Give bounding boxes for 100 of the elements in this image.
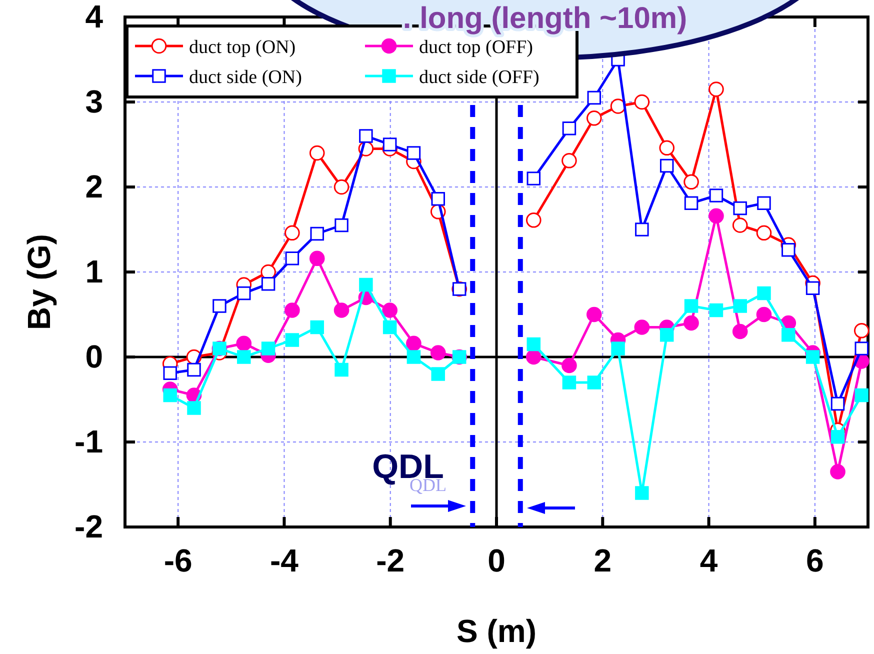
point [359, 278, 373, 292]
legend-label: duct top (OFF) [419, 37, 533, 58]
point [830, 464, 846, 480]
point [526, 212, 542, 228]
point [634, 320, 650, 335]
x-tick-label: 4 [700, 542, 718, 579]
point [756, 306, 772, 322]
point [163, 388, 177, 402]
point [261, 342, 276, 356]
point [587, 90, 602, 105]
x-axis-title: S (m) [456, 613, 536, 649]
point [187, 362, 201, 377]
point [756, 225, 772, 241]
point [309, 250, 325, 266]
point [660, 328, 674, 342]
point [236, 336, 252, 352]
point [684, 174, 699, 190]
point [709, 303, 724, 318]
point [830, 430, 845, 444]
point [163, 366, 177, 380]
point [708, 82, 724, 97]
point [562, 153, 577, 168]
point [586, 306, 602, 322]
point [382, 138, 397, 152]
point [732, 324, 748, 340]
point [285, 252, 300, 266]
point [659, 140, 675, 156]
y-tick-label: 3 [85, 83, 103, 120]
point [684, 315, 699, 331]
point [237, 350, 251, 364]
point [334, 218, 348, 232]
point [757, 286, 771, 300]
point [587, 376, 602, 390]
point [310, 226, 324, 241]
x-tick-label: 2 [594, 542, 612, 579]
x-tick-label: 6 [806, 542, 824, 579]
y-tick-label: 2 [85, 168, 103, 204]
legend-label: duct top (ON) [189, 37, 296, 58]
point [284, 225, 300, 241]
point [634, 94, 650, 110]
point [382, 302, 398, 318]
point [526, 349, 542, 365]
y-tick-label: 0 [85, 338, 103, 374]
point [684, 299, 698, 313]
point [562, 121, 576, 136]
point [732, 218, 748, 233]
legend-label: duct side (OFF) [419, 67, 540, 88]
point [586, 110, 602, 126]
y-tick-label: -1 [74, 423, 103, 460]
point [830, 396, 845, 411]
point [261, 277, 276, 291]
legend-label: duct side (ON) [189, 67, 302, 88]
point [187, 401, 201, 415]
point [334, 179, 350, 195]
point [854, 388, 869, 402]
point [610, 98, 626, 114]
point [285, 333, 300, 347]
point [782, 243, 796, 257]
point [733, 299, 747, 313]
x-tick-label: -2 [376, 542, 405, 579]
point [334, 302, 350, 318]
point [757, 196, 771, 210]
point [660, 158, 674, 173]
point [406, 146, 421, 160]
point [430, 345, 446, 360]
point [562, 376, 576, 390]
point [406, 336, 422, 352]
y-tick-label: -2 [74, 508, 103, 544]
point [854, 342, 869, 356]
point [310, 320, 324, 334]
point [562, 358, 577, 374]
point [237, 286, 251, 300]
point [684, 196, 698, 210]
x-tick-label: -6 [164, 542, 192, 579]
point [635, 486, 649, 500]
point [611, 342, 625, 356]
point [212, 299, 226, 313]
y-axis-title: By (G) [21, 234, 57, 330]
point [526, 172, 541, 186]
point [733, 201, 747, 216]
point [309, 145, 325, 161]
point [708, 208, 724, 224]
x-tick-label: -4 [270, 542, 299, 579]
point [334, 362, 348, 377]
point [431, 192, 445, 206]
point [635, 222, 649, 236]
point [854, 323, 870, 338]
point [382, 320, 397, 334]
point [782, 328, 796, 342]
point [709, 188, 724, 202]
y-tick-label: 4 [85, 0, 104, 34]
point [359, 129, 373, 143]
point [284, 302, 300, 318]
point [806, 281, 820, 296]
point [406, 350, 421, 364]
point [806, 350, 820, 364]
point [526, 337, 541, 352]
x-tick-label: 0 [488, 542, 506, 579]
y-tick-label: 1 [85, 253, 103, 290]
point [431, 367, 445, 381]
